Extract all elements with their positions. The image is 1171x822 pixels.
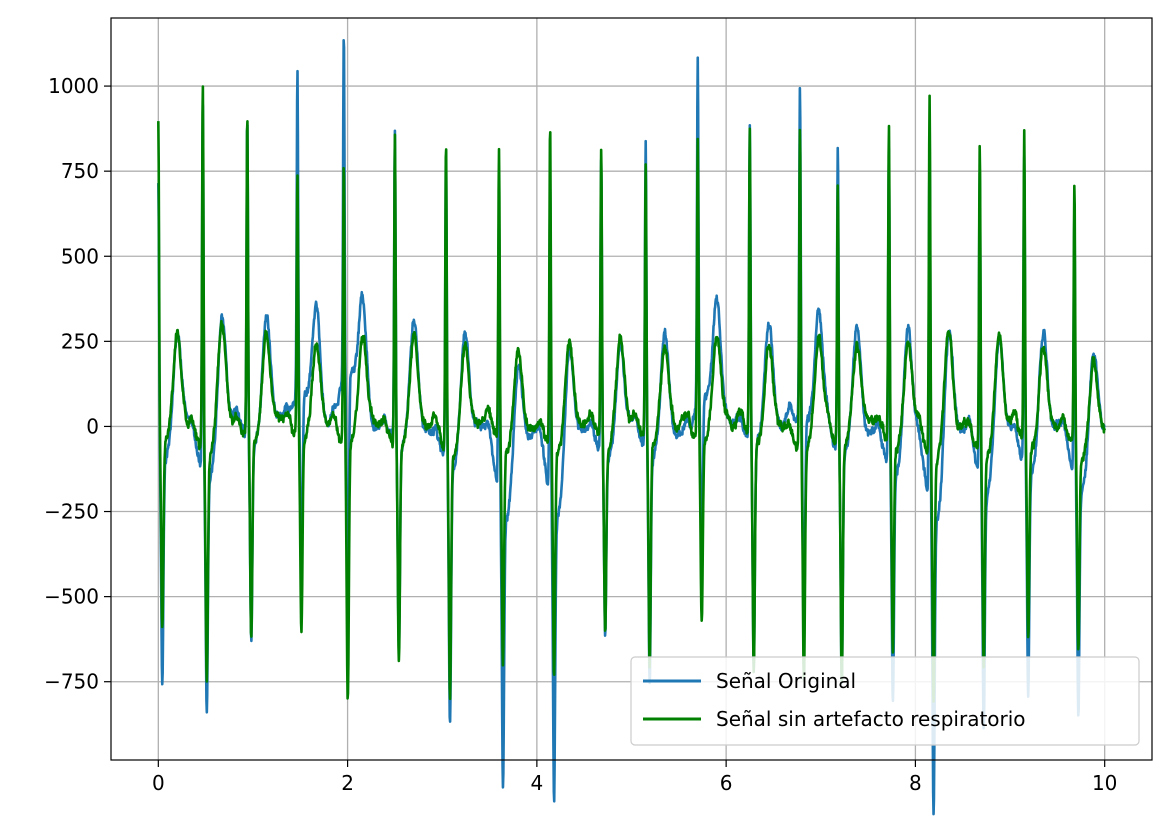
axes-frame: [110, 17, 1153, 761]
y-tick-label: 250: [61, 329, 99, 353]
legend: Señal Original Señal sin artefacto respir…: [630, 656, 1140, 746]
x-tick-label: 2: [341, 771, 354, 795]
y-tick-label: 1000: [48, 74, 99, 98]
series-lines: [157, 38, 1106, 816]
y-tick-label: −750: [44, 670, 99, 694]
y-tick-label: −250: [44, 500, 99, 524]
x-tick-label: 6: [720, 771, 733, 795]
x-tick-label: 0: [152, 771, 165, 795]
legend-box: [630, 656, 1140, 746]
y-tick-label: 500: [61, 244, 99, 268]
y-tick-label: −500: [44, 585, 99, 609]
axis-ticks: 0 2 4 6 8 10 −750 −500 −250 0 250 500 750 1000: [44, 74, 1117, 795]
x-tick-label: 4: [530, 771, 543, 795]
x-tick-label: 10: [1092, 771, 1117, 795]
y-tick-label: 750: [61, 159, 99, 183]
series-line-1: [157, 85, 1106, 703]
legend-label: Señal sin artefacto respiratorio: [716, 707, 1026, 731]
legend-label: Señal Original: [716, 669, 856, 693]
y-tick-label: 0: [86, 414, 99, 438]
x-tick-label: 8: [909, 771, 922, 795]
